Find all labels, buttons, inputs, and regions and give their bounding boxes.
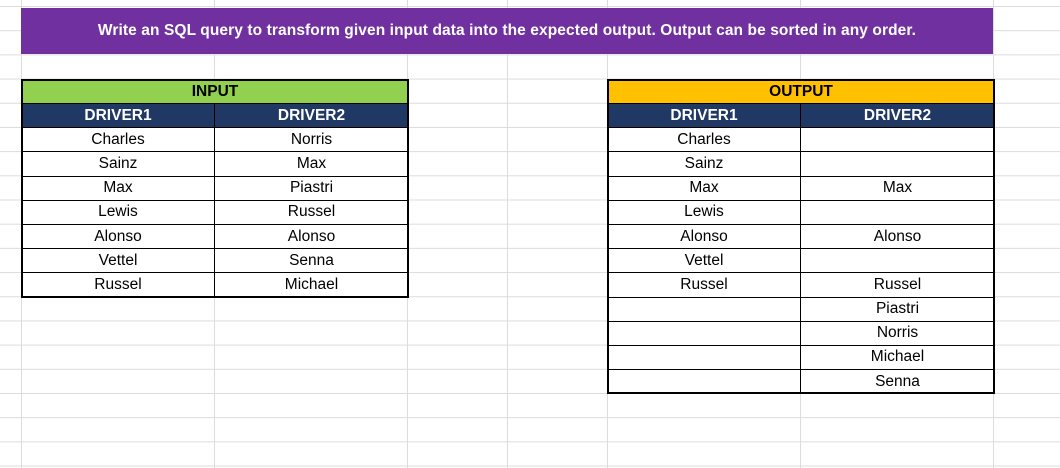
input-header-row: DRIVER1 DRIVER2 <box>21 102 409 129</box>
output-cell-driver1[interactable]: Charles <box>607 127 801 153</box>
input-cell-driver2[interactable]: Piastri <box>214 175 409 201</box>
input-header-driver1[interactable]: DRIVER1 <box>21 102 215 129</box>
instruction-banner[interactable]: Write an SQL query to transform given in… <box>21 8 993 54</box>
input-table-row: Lewis Russel <box>21 199 409 225</box>
output-cell-driver1[interactable] <box>607 320 801 346</box>
input-cell-driver1[interactable]: Russel <box>21 272 215 298</box>
input-cell-driver2[interactable]: Max <box>214 151 409 177</box>
output-table: OUTPUT DRIVER1 DRIVER2 Charles Sainz Max Ma… <box>607 79 995 395</box>
input-cell-driver1[interactable]: Sainz <box>21 151 215 177</box>
output-header-row: DRIVER1 DRIVER2 <box>607 102 995 129</box>
output-cell-driver1[interactable] <box>607 344 801 371</box>
input-table-row: Vettel Senna <box>21 248 409 274</box>
input-table: INPUT DRIVER1 DRIVER2 Charles Norris Sainz… <box>21 79 409 298</box>
output-cell-driver2[interactable]: Max <box>800 175 995 201</box>
output-cell-driver1[interactable]: Sainz <box>607 151 801 177</box>
output-cell-driver2[interactable]: Russel <box>800 272 995 298</box>
output-header-driver2[interactable]: DRIVER2 <box>800 102 995 129</box>
input-header-driver2[interactable]: DRIVER2 <box>214 102 409 129</box>
input-table-row: Max Piastri <box>21 175 409 201</box>
input-cell-driver2[interactable]: Senna <box>214 248 409 274</box>
input-cell-driver2[interactable]: Michael <box>214 272 409 298</box>
output-cell-driver1[interactable] <box>607 369 801 395</box>
input-cell-driver1[interactable]: Vettel <box>21 248 215 274</box>
output-table-row: Charles <box>607 127 995 153</box>
output-cell-driver2[interactable] <box>800 151 995 177</box>
input-table-row: Alonso Alonso <box>21 223 409 250</box>
output-cell-driver2[interactable]: Michael <box>800 344 995 371</box>
output-table-row: Max Max <box>607 175 995 201</box>
input-title-row: INPUT <box>21 79 409 104</box>
output-cell-driver2[interactable]: Norris <box>800 320 995 346</box>
output-table-row: Alonso Alonso <box>607 223 995 250</box>
output-cell-driver1[interactable]: Russel <box>607 272 801 298</box>
input-cell-driver2[interactable]: Russel <box>214 199 409 225</box>
output-cell-driver2[interactable]: Senna <box>800 369 995 395</box>
output-cell-driver2[interactable] <box>800 199 995 225</box>
grid-column-line <box>507 0 508 468</box>
output-table-row: Russel Russel <box>607 272 995 298</box>
input-table-row: Russel Michael <box>21 272 409 298</box>
output-table-row: Lewis <box>607 199 995 225</box>
output-title-row: OUTPUT <box>607 79 995 104</box>
input-table-row: Charles Norris <box>21 127 409 153</box>
output-cell-driver1[interactable]: Max <box>607 175 801 201</box>
output-title[interactable]: OUTPUT <box>607 79 995 104</box>
input-cell-driver1[interactable]: Lewis <box>21 199 215 225</box>
input-cell-driver2[interactable]: Norris <box>214 127 409 153</box>
output-header-driver1[interactable]: DRIVER1 <box>607 102 801 129</box>
output-cell-driver1[interactable]: Vettel <box>607 248 801 274</box>
output-table-row: Michael <box>607 344 995 371</box>
output-table-row: Sainz <box>607 151 995 177</box>
input-cell-driver2[interactable]: Alonso <box>214 223 409 250</box>
input-title[interactable]: INPUT <box>21 79 409 104</box>
output-cell-driver1[interactable] <box>607 296 801 322</box>
input-table-row: Sainz Max <box>21 151 409 177</box>
output-table-row: Senna <box>607 369 995 395</box>
output-cell-driver2[interactable] <box>800 248 995 274</box>
input-cell-driver1[interactable]: Alonso <box>21 223 215 250</box>
output-cell-driver2[interactable]: Piastri <box>800 296 995 322</box>
output-table-row: Norris <box>607 320 995 346</box>
output-cell-driver2[interactable]: Alonso <box>800 223 995 250</box>
output-cell-driver2[interactable] <box>800 127 995 153</box>
output-cell-driver1[interactable]: Lewis <box>607 199 801 225</box>
input-cell-driver1[interactable]: Max <box>21 175 215 201</box>
input-cell-driver1[interactable]: Charles <box>21 127 215 153</box>
output-table-row: Piastri <box>607 296 995 322</box>
output-table-row: Vettel <box>607 248 995 274</box>
output-cell-driver1[interactable]: Alonso <box>607 223 801 250</box>
